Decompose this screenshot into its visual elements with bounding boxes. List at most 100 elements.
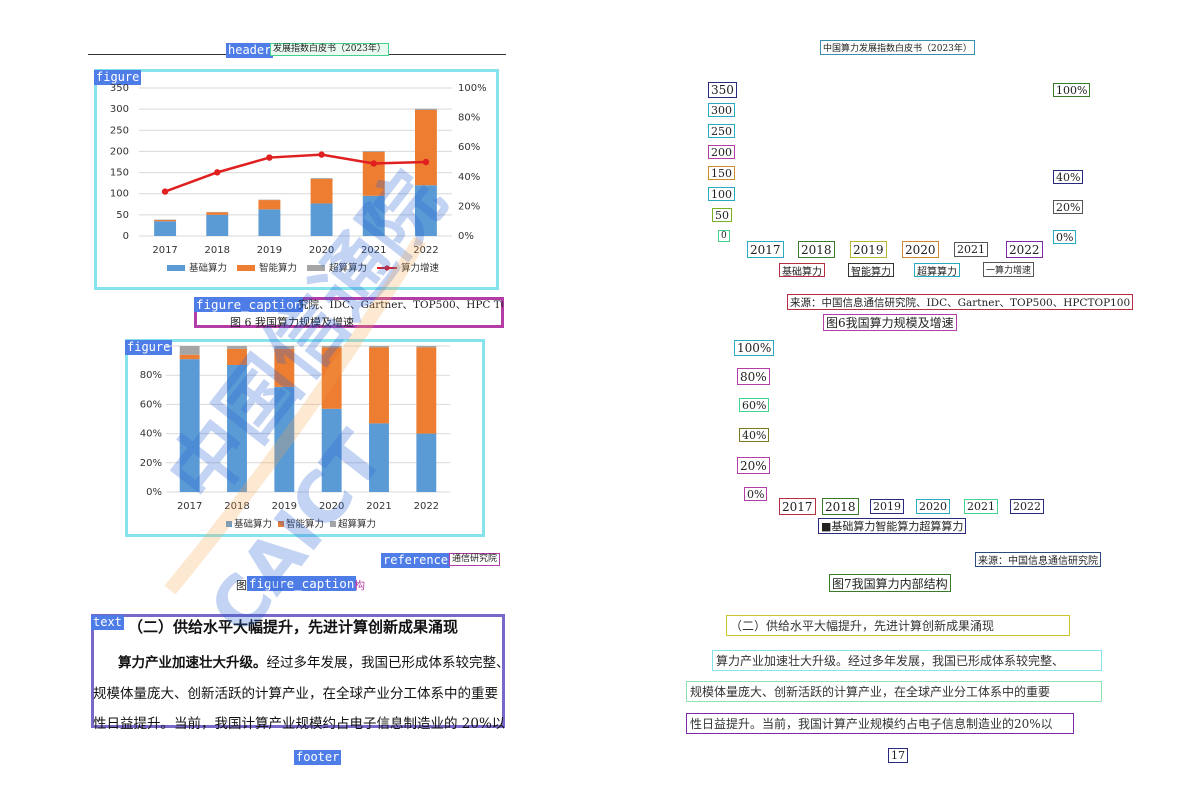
y2-tick-label: 80% <box>458 113 480 124</box>
bar-segment <box>321 408 342 492</box>
y2-tick-label: 20% <box>458 201 480 212</box>
r-c1-legend-ai: 智能算力 <box>848 263 894 278</box>
paragraph-line-1: 算力产业加速壮大升级。经过多年发展，我国已形成体系较完整、 <box>118 651 504 671</box>
legend-label: 智能算力 <box>259 262 297 274</box>
section-heading: （二）供给水平大幅提升，先进计算创新成果涌现 <box>128 618 459 636</box>
legend-swatch <box>307 265 325 271</box>
r-c2-year-2017: 2017 <box>779 498 816 515</box>
bar-segment <box>369 346 389 348</box>
right-header: 中国算力发展指数白皮书（2023年） <box>820 40 975 55</box>
r-c1-year-2018: 2018 <box>798 241 835 258</box>
y-tick-label: 60% <box>140 399 162 410</box>
chart-compute-scale: 0 50 100 150 200 250 300 350 0% 20% 40% 60% 80% 100% 2… <box>110 83 487 274</box>
figure-caption-1-label: figure_caption <box>194 297 304 312</box>
r-c2-ytick-100: 100% <box>734 340 775 356</box>
y-tick-label: 300 <box>110 104 129 115</box>
bar-segment <box>310 203 333 236</box>
figure-1-frame <box>94 69 499 290</box>
y-tick-label: 50 <box>116 210 129 221</box>
chart-compute-structure: 0% 20% 40% 60% 80% 2017 2018 2019 2020 2021 2022 基础… <box>140 345 450 530</box>
r-c1-legend-basic: 基础算力 <box>779 263 825 278</box>
reference-label: reference <box>381 553 451 568</box>
x-tick-label: 2019 <box>257 245 282 256</box>
r-c1-ytick-300: 300 <box>708 103 735 117</box>
y2-tick-label: 60% <box>458 142 480 153</box>
r-c1-legend-growth: 一算力增速 <box>983 262 1035 277</box>
r-c1-ytick-150: 150 <box>708 166 735 180</box>
bar-segment <box>414 109 437 186</box>
r-c1-ytick-350: 350 <box>708 82 737 98</box>
y2-tick-label: 100% <box>458 83 487 94</box>
legend-swatch-dot <box>384 265 390 271</box>
y-tick-label: 100 <box>110 189 129 200</box>
legend-swatch <box>330 521 336 527</box>
x-tick-label: 2017 <box>177 501 202 512</box>
header-text: 发展指数白皮书（2023年） <box>270 43 389 56</box>
r-para-line-2: 规模体量庞大、创新活跃的计算产业，在全球产业分工体系中的重要 <box>686 681 1102 702</box>
r-c2-ytick-20: 20% <box>737 457 770 474</box>
r-caption-2: 图7我国算力内部结构 <box>829 574 951 592</box>
r-source-2: 来源：中国信息通信研究院 <box>975 552 1101 567</box>
x-tick-label: 2021 <box>366 501 391 512</box>
bar-segment <box>369 423 389 492</box>
y2-tick-label: 40% <box>458 172 480 183</box>
r-c2-ytick-40: 40% <box>739 428 770 442</box>
growth-point <box>214 169 221 176</box>
r-c2-legend: ■基础算力智能算力超算算力 <box>818 518 967 534</box>
figure-caption-1-text: 图 6 我国算力规模及增速 <box>230 316 354 329</box>
growth-point <box>318 151 325 158</box>
bar-segment <box>310 178 333 204</box>
bar-segment <box>179 359 200 492</box>
x-tick-label: 2019 <box>272 501 297 512</box>
paragraph-lead: 算力产业加速壮大升级。 <box>118 655 267 671</box>
bar-segment <box>154 221 177 236</box>
bar-segment <box>227 348 247 365</box>
growth-line <box>164 153 426 193</box>
bar-segment <box>258 209 281 236</box>
r-c1-y2tick-0: 0% <box>1053 230 1077 244</box>
paragraph-line-2: 规模体量庞大、创新活跃的计算产业，在全球产业分工体系中的重要 <box>93 686 498 702</box>
y-tick-label: 350 <box>110 83 129 94</box>
r-c2-ytick-80: 80% <box>737 368 770 385</box>
bar-segment <box>274 348 295 387</box>
legend-label: 基础算力 <box>234 518 272 530</box>
legend-label: 算力增速 <box>401 262 440 274</box>
r-heading: （二）供给水平大幅提升，先进计算创新成果涌现 <box>726 615 1070 636</box>
paragraph-line-1-rest: 经过多年发展，我国已形成体系较完整、 <box>266 655 505 671</box>
x-tick-label: 2022 <box>414 501 439 512</box>
y-tick-label: 80% <box>140 370 162 381</box>
bar-segment <box>321 347 342 409</box>
bar-segment <box>369 347 389 424</box>
y-tick-label: 150 <box>110 168 129 179</box>
r-para-line-3: 性日益提升。当前，我国计算产业规模约占电子信息制造业的20%以 <box>686 713 1074 734</box>
legend-label: 智能算力 <box>286 518 324 530</box>
growth-point <box>422 158 430 166</box>
legend-label: 超算算力 <box>329 262 367 274</box>
legend-swatch <box>278 521 284 527</box>
legend-swatch <box>226 521 232 527</box>
bar-segment <box>321 346 342 348</box>
reference-text: 通信研究院 <box>449 553 501 566</box>
r-c1-year-2017: 2017 <box>747 241 784 258</box>
r-c2-ytick-0: 0% <box>744 487 768 501</box>
r-c1-y2tick-20: 20% <box>1053 200 1084 214</box>
bar-segment <box>416 433 437 492</box>
paragraph-line-3: 性日益提升。当前，我国计算产业规模约占电子信息制造业的 20%以 <box>93 716 504 732</box>
y-tick-label: 0% <box>146 487 162 498</box>
r-c2-year-2022: 2022 <box>1010 499 1044 514</box>
bar-segment <box>227 364 247 492</box>
r-c1-ytick-250: 250 <box>708 124 735 138</box>
figure-2-label: figure <box>125 340 173 355</box>
growth-point <box>266 154 273 161</box>
x-tick-label: 2018 <box>205 245 230 256</box>
bar-segment <box>179 346 200 355</box>
y-tick-label: 40% <box>140 429 162 440</box>
figure-1-label: figure <box>94 70 142 85</box>
bar-segment <box>362 195 385 236</box>
r-c2-year-2019: 2019 <box>870 499 904 514</box>
bar-segment <box>227 346 247 349</box>
r-c1-legend-hpc: 超算算力 <box>914 263 960 278</box>
r-c1-ytick-100: 100 <box>708 187 735 201</box>
r-c2-ytick-60: 60% <box>739 398 770 412</box>
figure-caption-2-suffix: 构 <box>354 579 365 592</box>
